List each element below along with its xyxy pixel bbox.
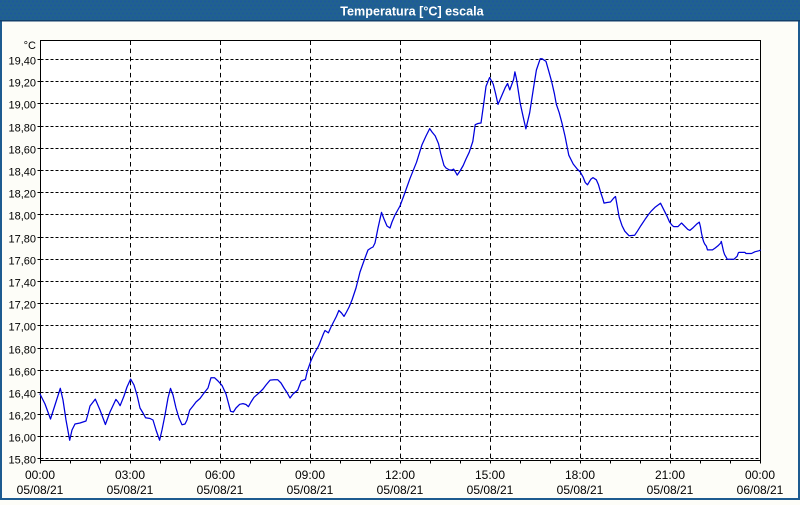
svg-text:09:00: 09:00 [295,468,325,482]
svg-text:16,00: 16,00 [8,432,36,444]
svg-text:Temperatura [°C] escala: Temperatura [°C] escala [340,5,484,19]
svg-text:00:00: 00:00 [745,468,775,482]
svg-text:15,80: 15,80 [8,454,36,466]
svg-text:05/08/21: 05/08/21 [197,483,244,497]
svg-text:05/08/21: 05/08/21 [287,483,334,497]
svg-text:17,00: 17,00 [8,321,36,333]
svg-text:18,20: 18,20 [8,188,36,200]
svg-text:05/08/21: 05/08/21 [17,483,64,497]
svg-text:18,80: 18,80 [8,122,36,134]
svg-text:16,20: 16,20 [8,410,36,422]
svg-text:16,40: 16,40 [8,388,36,400]
svg-text:06:00: 06:00 [205,468,235,482]
svg-text:18,40: 18,40 [8,166,36,178]
svg-text:05/08/21: 05/08/21 [377,483,424,497]
svg-text:05/08/21: 05/08/21 [107,483,154,497]
svg-text:°C: °C [24,40,36,52]
svg-text:19,00: 19,00 [8,99,36,111]
svg-text:05/08/21: 05/08/21 [557,483,604,497]
svg-text:17,40: 17,40 [8,277,36,289]
svg-text:18,60: 18,60 [8,144,36,156]
svg-text:16,60: 16,60 [8,366,36,378]
svg-text:17,20: 17,20 [8,299,36,311]
svg-text:05/08/21: 05/08/21 [467,483,514,497]
svg-text:21:00: 21:00 [655,468,685,482]
svg-text:19,40: 19,40 [8,55,36,67]
svg-text:19,20: 19,20 [8,77,36,89]
svg-text:00:00: 00:00 [25,468,55,482]
svg-text:03:00: 03:00 [115,468,145,482]
svg-text:15:00: 15:00 [475,468,505,482]
svg-text:17,60: 17,60 [8,255,36,267]
svg-text:12:00: 12:00 [385,468,415,482]
svg-text:17,80: 17,80 [8,233,36,245]
svg-text:18:00: 18:00 [565,468,595,482]
svg-text:06/08/21: 06/08/21 [737,483,784,497]
svg-text:05/08/21: 05/08/21 [647,483,694,497]
svg-text:18,00: 18,00 [8,210,36,222]
svg-text:16,80: 16,80 [8,344,36,356]
